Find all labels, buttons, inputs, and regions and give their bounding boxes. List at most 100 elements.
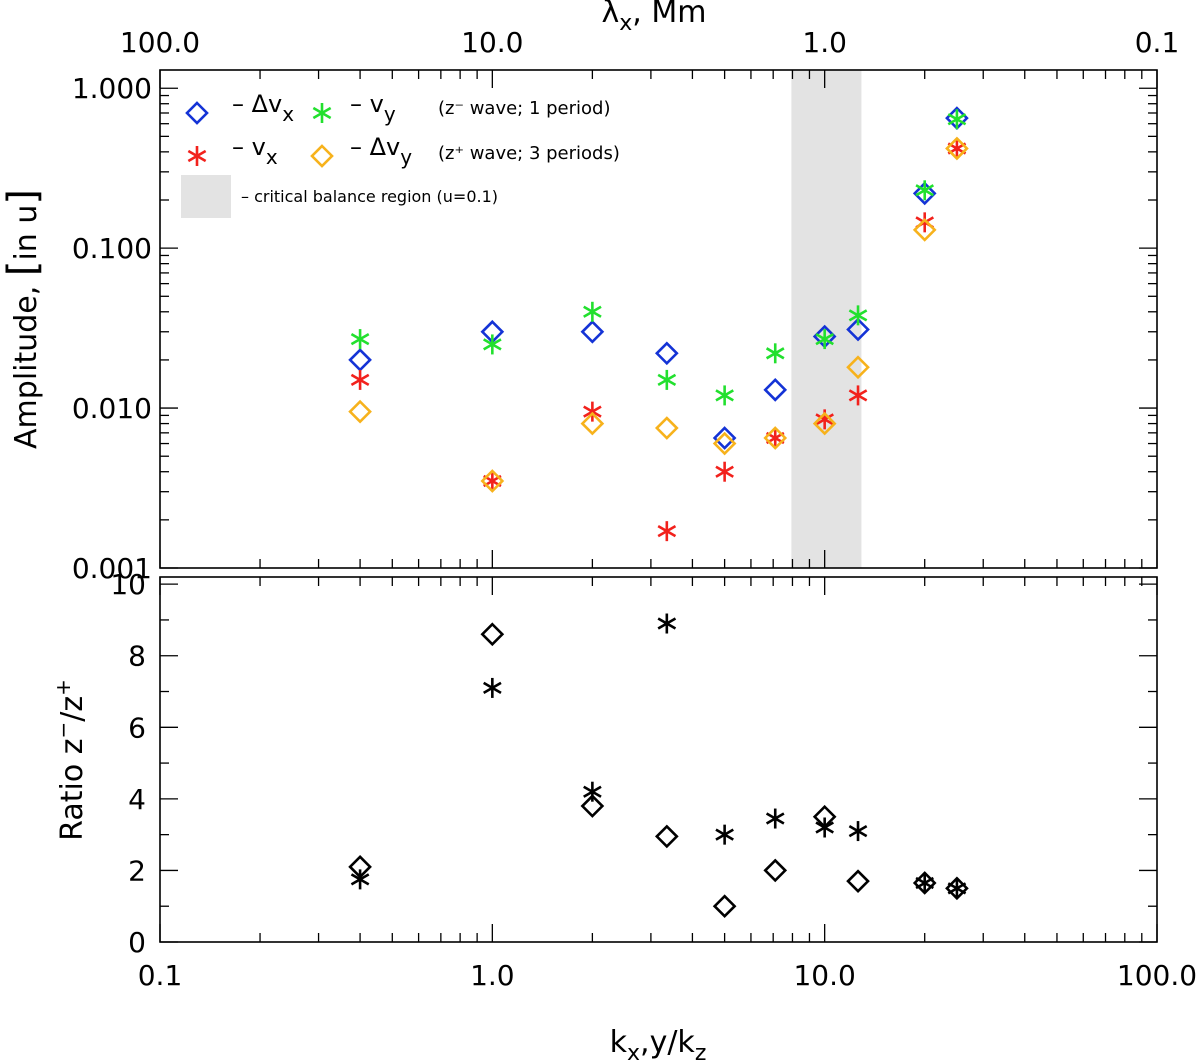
asterisk-stroke — [947, 113, 967, 126]
legend-label-delta-vx: – Δvx — [232, 90, 294, 126]
amplitude-point-vx — [583, 401, 602, 422]
amplitude-y-axis-label: Amplitude, [in u] — [0, 189, 46, 449]
x-tick-label: 1.0 — [470, 959, 515, 992]
top-axis-label: λx, Mm — [602, 0, 707, 36]
asterisk-stroke — [657, 373, 677, 387]
amplitude-y-tick-label: 0.001 — [72, 552, 152, 585]
top-x-tick-label: 0.1 — [1135, 26, 1180, 59]
asterisk-stroke — [483, 681, 502, 695]
amplitude-point-delta-vy — [654, 416, 679, 440]
legend-dash: – — [350, 90, 370, 118]
amplitude-point-vx — [715, 461, 734, 482]
ratio-panel-frame — [159, 576, 1158, 943]
amplitude-point-delta-vx — [654, 341, 679, 366]
legend-label-vx: – vx — [232, 133, 278, 169]
asterisk-stroke — [715, 465, 734, 478]
ratio-point-asterisk — [815, 817, 834, 838]
legend-subscript: x — [282, 102, 294, 126]
asterisk-stroke — [483, 338, 502, 351]
legend-symbol: Δv — [370, 133, 401, 161]
legend-note-z-minus: (z⁻ wave; 1 period) — [438, 98, 611, 119]
ratio-y-tick-label: 2 — [128, 854, 146, 887]
amplitude-point-delta-vx — [763, 378, 788, 402]
amplitude-point-delta-vy — [812, 411, 837, 436]
amplitude-point-delta-vy — [763, 426, 788, 450]
top-x-tick-label: 100.0 — [120, 26, 200, 59]
asterisk-stroke — [583, 785, 602, 798]
asterisk-stroke — [312, 106, 332, 120]
legend-subscript: y — [400, 145, 412, 169]
amplitude-point-vx — [657, 521, 677, 542]
asterisk-stroke — [657, 525, 677, 538]
asterisk-stroke — [848, 309, 868, 322]
legend-marker-critical-balance — [181, 175, 231, 218]
amplitude-point-vy — [765, 343, 785, 364]
asterisk-stroke — [583, 405, 602, 418]
x-tick-label: 100.0 — [1117, 959, 1197, 992]
amplitude-point-vy — [657, 369, 677, 390]
asterisk-stroke — [715, 828, 734, 841]
x-tick-label: 10.0 — [793, 959, 855, 992]
asterisk-stroke — [350, 373, 370, 387]
ratio-point-asterisk — [350, 869, 370, 890]
asterisk-stroke — [815, 821, 834, 834]
amplitude-point-vy — [583, 301, 602, 322]
legend: – Δvx – vy (z⁻ wave; 1 period)– vx – Δvy (z⁺… — [181, 90, 620, 218]
ratio-point-asterisk — [657, 613, 677, 634]
asterisk-stroke — [947, 882, 967, 895]
legend-note-z-plus: (z⁺ wave; 3 periods) — [438, 143, 620, 164]
legend-symbol: v — [370, 90, 384, 118]
legend-marker-vy — [312, 103, 332, 123]
amplitude-point-delta-vy — [945, 136, 969, 161]
ratio-y-tick-label: 10 — [110, 568, 146, 601]
asterisk-stroke — [815, 413, 834, 426]
ratio-point-asterisk — [848, 821, 868, 842]
amplitude-point-delta-vy — [580, 411, 605, 436]
amplitude-point-vx — [947, 138, 967, 159]
ratio-point-asterisk — [583, 781, 602, 802]
amplitude-point-vx — [350, 369, 370, 390]
top-x-tick-label: 10.0 — [461, 26, 523, 59]
legend-marker-vx — [187, 146, 207, 166]
ratio-point-asterisk — [483, 677, 502, 698]
asterisk-stroke — [815, 332, 834, 346]
amplitude-point-delta-vy — [912, 218, 937, 242]
asterisk-stroke — [657, 617, 677, 630]
legend-marker-delta-vy — [310, 144, 334, 168]
ratio-point-diamond — [480, 622, 505, 647]
legend-label-delta-vy: – Δvy — [350, 133, 412, 169]
top-x-tick-label: 1.0 — [802, 26, 847, 59]
amplitude-point-vy — [915, 180, 935, 201]
amplitude-point-delta-vy — [846, 355, 870, 380]
ratio-point-diamond — [580, 794, 605, 818]
ratio-point-asterisk — [915, 872, 935, 893]
x-axis-label: kx,y/kz — [610, 1025, 707, 1064]
amplitude-point-delta-vy — [348, 399, 372, 424]
legend-dash: – — [350, 133, 370, 161]
asterisk-stroke — [915, 184, 935, 197]
asterisk-stroke — [765, 347, 785, 360]
amplitude-y-tick-label: 0.010 — [72, 392, 152, 425]
legend-subscript: x — [266, 145, 278, 169]
asterisk-stroke — [187, 149, 207, 163]
x-tick-label: 0.1 — [138, 959, 183, 992]
legend-dash: – — [232, 90, 252, 118]
amplitude-point-vy — [815, 329, 834, 350]
amplitude-point-delta-vx — [580, 319, 605, 344]
legend-marker-delta-vx — [185, 101, 209, 125]
asterisk-stroke — [915, 876, 935, 890]
amplitude-panel-frame — [159, 69, 1158, 569]
ratio-y-tick-label: 0 — [128, 926, 146, 959]
ratio-y-axis-label: Ratio z−/z+ — [51, 679, 90, 841]
legend-subscript: y — [384, 102, 396, 126]
amplitude-point-vy — [350, 329, 370, 350]
ratio-y-tick-label: 4 — [128, 783, 146, 816]
amplitude-point-vy — [483, 334, 502, 355]
asterisk-stroke — [848, 389, 868, 402]
ratio-point-diamond — [763, 858, 788, 883]
asterisk-stroke — [350, 332, 370, 346]
amplitude-point-delta-vy — [712, 431, 737, 456]
asterisk-stroke — [765, 812, 785, 825]
